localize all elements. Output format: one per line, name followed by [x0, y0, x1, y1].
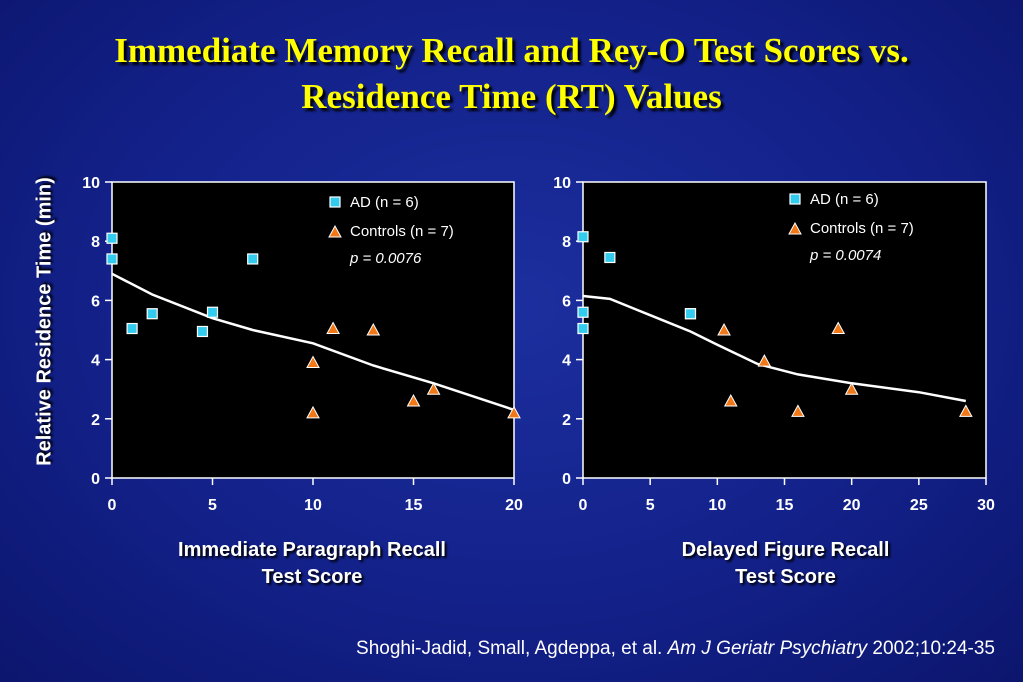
ad-point	[126, 322, 138, 335]
legend-ad-marker	[789, 193, 801, 205]
y-tick-label: 4	[562, 353, 571, 370]
y-tick-label: 2	[91, 412, 100, 429]
citation-authors: Shoghi-Jadid, Small, Agdeppa, et al.	[356, 638, 668, 659]
x-tick-label: 25	[910, 497, 928, 514]
y-tick-label: 4	[91, 353, 100, 370]
chart-2: 0 2 4 6 8 10 0 5 10 15 20 25 30 AD (n = 6) Controls (n…	[553, 175, 995, 514]
chart-2-x-title-line-1: Delayed Figure Recall	[681, 539, 890, 561]
chart-2-x-axis-title: Delayed Figure Recall Test Score	[583, 537, 988, 591]
plot-area	[582, 181, 987, 479]
controls-point	[306, 405, 320, 419]
ad-point	[247, 253, 259, 265]
y-tick-label: 10	[82, 175, 100, 192]
controls-point	[723, 393, 738, 407]
legend-controls-label: Controls (n = 7)	[350, 223, 454, 240]
y-tick-label: 6	[91, 293, 100, 310]
ad-point	[206, 306, 219, 318]
citation-journal: Am J Geriatr Psychiatry	[667, 638, 868, 659]
chart-1: 0 2 4 6 8 10 0 5 10 15 20 AD (n = 6) Controls (n = 7…	[82, 175, 523, 514]
legend-ad-marker	[329, 196, 341, 208]
x-tick-label: 15	[776, 497, 794, 514]
controls-point	[959, 404, 973, 417]
citation: Shoghi-Jadid, Small, Agdeppa, et al. Am …	[356, 638, 995, 660]
trend-line	[582, 294, 967, 403]
ad-point	[684, 308, 697, 320]
page-title: Immediate Memory Recall and Rey-O Test S…	[0, 28, 1023, 120]
y-tick-label: 2	[562, 412, 571, 429]
y-tick-label: 10	[553, 175, 571, 192]
legend-ad-label: AD (n = 6)	[810, 191, 879, 208]
legend-controls-marker	[788, 221, 802, 235]
y-tick-label: 6	[562, 293, 571, 310]
legend-controls-label: Controls (n = 7)	[810, 220, 914, 237]
x-tick-label: 0	[579, 497, 588, 514]
ad-point	[106, 232, 118, 244]
controls-point	[366, 322, 381, 336]
x-tick-label: 10	[708, 497, 726, 514]
controls-point	[306, 355, 320, 369]
x-tick-label: 5	[208, 497, 217, 514]
controls-point	[406, 393, 421, 407]
y-tick-label: 0	[562, 471, 571, 488]
controls-point	[426, 382, 441, 395]
x-tick-label: 30	[977, 497, 995, 514]
controls-point	[717, 322, 731, 336]
x-tick-label: 20	[843, 497, 861, 514]
ad-point	[604, 251, 616, 264]
ad-point	[577, 322, 589, 335]
chart-1-x-title-line-1: Immediate Paragraph Recall	[178, 539, 446, 561]
plot-area	[111, 181, 515, 479]
chart-2-x-title-line-2: Test Score	[735, 566, 836, 588]
x-tick-label: 20	[505, 497, 523, 514]
y-tick-label: 0	[91, 471, 100, 488]
ad-point	[196, 325, 209, 338]
ad-point	[577, 306, 589, 318]
controls-point	[844, 382, 859, 395]
legend-controls-marker	[328, 224, 342, 238]
controls-point	[791, 404, 805, 417]
chart-1-x-axis-title: Immediate Paragraph Recall Test Score	[112, 537, 512, 591]
x-tick-label: 15	[405, 497, 423, 514]
trend-line	[111, 272, 515, 412]
title-line-1: Immediate Memory Recall and Rey-O Test S…	[114, 31, 909, 70]
controls-point	[757, 354, 772, 367]
title-line-2: Residence Time (RT) Values	[301, 77, 722, 116]
ad-point	[146, 308, 158, 320]
ad-point	[106, 253, 118, 265]
chart-1-x-title-line-2: Test Score	[261, 566, 363, 588]
controls-point	[326, 321, 340, 335]
x-tick-label: 0	[108, 497, 117, 514]
x-tick-label: 5	[646, 497, 655, 514]
citation-ref: 2002;10:24-35	[867, 638, 995, 659]
y-tick-label: 8	[562, 234, 571, 251]
ad-point	[577, 231, 589, 243]
p-value-label: p = 0.0076	[349, 250, 422, 267]
y-axis-title: Relative Residence Time (min)	[33, 177, 56, 466]
x-tick-label: 10	[304, 497, 322, 514]
controls-point	[831, 321, 846, 335]
p-value-label: p = 0.0074	[809, 247, 881, 264]
y-tick-label: 8	[91, 234, 100, 251]
controls-point	[507, 405, 521, 419]
legend-ad-label: AD (n = 6)	[350, 194, 419, 211]
